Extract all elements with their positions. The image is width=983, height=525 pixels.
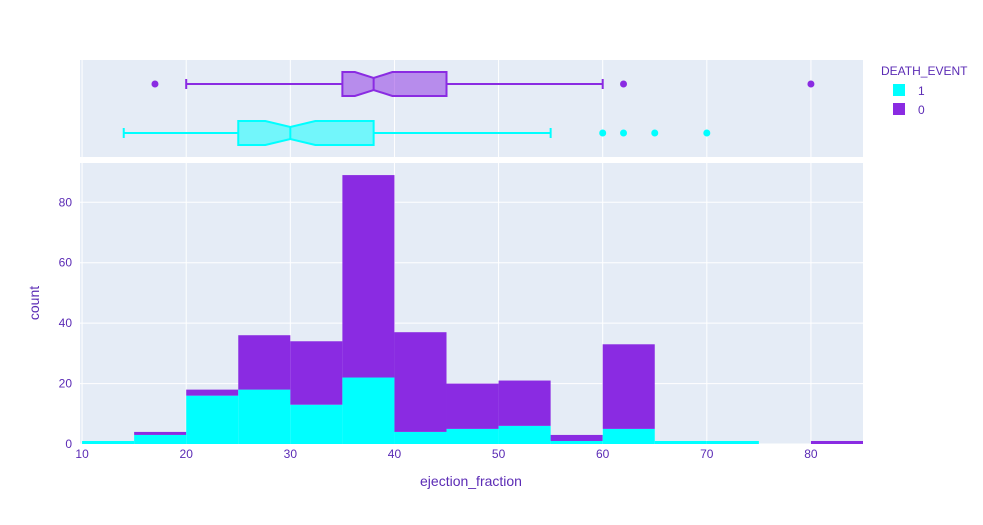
box-body bbox=[341, 71, 448, 97]
histogram-bar-0 bbox=[446, 383, 499, 429]
histogram-bar-0 bbox=[810, 440, 863, 444]
histogram-bar-1 bbox=[498, 425, 551, 444]
y-tick-label: 40 bbox=[59, 316, 73, 330]
legend-title: DEATH_EVENT bbox=[881, 64, 968, 78]
histogram-bar-0 bbox=[134, 431, 187, 435]
histogram-bar-0 bbox=[238, 335, 291, 390]
boxplot-0 bbox=[151, 71, 815, 97]
outlier-point bbox=[599, 129, 607, 137]
x-tick-label: 20 bbox=[180, 447, 194, 461]
histogram-bar-1 bbox=[82, 440, 135, 444]
histogram-bar-1 bbox=[602, 428, 655, 444]
y-tick-label: 0 bbox=[65, 437, 72, 451]
histogram-bar-1 bbox=[550, 440, 603, 444]
x-axis-title: ejection_fraction bbox=[420, 473, 522, 489]
x-tick-label: 50 bbox=[492, 447, 506, 461]
x-tick-label: 40 bbox=[388, 447, 402, 461]
x-tick-label: 30 bbox=[284, 447, 298, 461]
outlier-point bbox=[620, 129, 628, 137]
tick-labels: 10 20 30 40 50 60 70 80 0 20 40 60 80 bbox=[59, 195, 818, 461]
y-tick-label: 20 bbox=[59, 377, 73, 391]
legend-label-1: 1 bbox=[918, 84, 925, 98]
y-tick-label: 60 bbox=[59, 256, 73, 270]
legend-label-0: 0 bbox=[918, 103, 925, 117]
legend[interactable]: DEATH_EVENT 1 0 bbox=[881, 64, 968, 117]
boxplot-1 bbox=[122, 120, 711, 146]
histogram-bar-0 bbox=[394, 332, 447, 432]
legend-item-0[interactable]: 0 bbox=[893, 103, 925, 117]
outlier-point bbox=[651, 129, 659, 137]
marginal-boxplots bbox=[122, 71, 815, 146]
histogram-bar-0 bbox=[186, 389, 239, 396]
outlier-point bbox=[151, 80, 159, 88]
histogram-bar-1 bbox=[342, 377, 395, 444]
x-tick-label: 60 bbox=[596, 447, 610, 461]
histogram-bar-1 bbox=[394, 431, 447, 444]
histogram-bars bbox=[82, 175, 863, 444]
histogram-bar-0 bbox=[342, 175, 395, 378]
x-tick-label: 10 bbox=[75, 447, 89, 461]
histogram-bar-1 bbox=[706, 440, 759, 444]
outlier-point bbox=[807, 80, 815, 88]
marginal-plot-area bbox=[80, 60, 863, 157]
legend-item-1[interactable]: 1 bbox=[893, 84, 925, 98]
legend-swatch-1 bbox=[893, 84, 905, 96]
legend-swatch-0 bbox=[893, 103, 905, 115]
histogram-bar-1 bbox=[134, 434, 187, 444]
x-tick-label: 80 bbox=[804, 447, 818, 461]
histogram-bar-0 bbox=[550, 434, 603, 441]
histogram-bar-0 bbox=[602, 344, 655, 429]
y-axis-title: count bbox=[26, 286, 42, 320]
histogram-bar-1 bbox=[186, 395, 239, 444]
histogram-bar-0 bbox=[290, 341, 343, 405]
outlier-point bbox=[620, 80, 628, 88]
x-tick-label: 70 bbox=[700, 447, 714, 461]
histogram-bar-1 bbox=[290, 404, 343, 444]
box-body bbox=[237, 120, 375, 146]
outlier-point bbox=[703, 129, 711, 137]
histogram-bar-1 bbox=[446, 428, 499, 444]
histogram-bar-1 bbox=[654, 440, 707, 444]
y-tick-label: 80 bbox=[59, 195, 73, 209]
histogram-bar-0 bbox=[498, 380, 551, 426]
histogram-bar-1 bbox=[238, 389, 291, 444]
